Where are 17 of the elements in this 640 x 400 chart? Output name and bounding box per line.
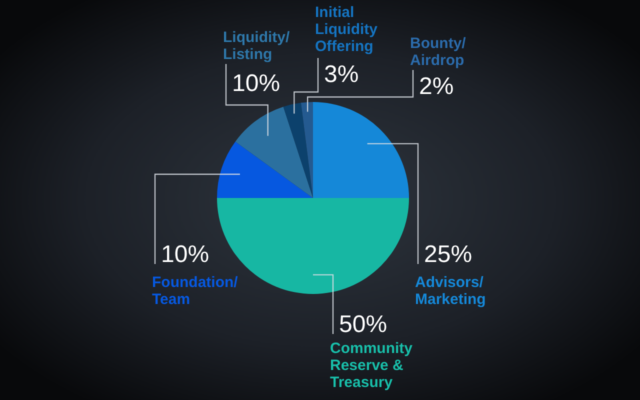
slice-label: Advisors/Marketing [415, 274, 486, 308]
pie-slice [283, 102, 313, 198]
data-label: 3% [324, 61, 359, 88]
pie-slice [300, 102, 313, 198]
data-label: 10% [161, 241, 210, 268]
data-label: 10% [232, 70, 280, 97]
slice-label: Community Reserve & Treasury [330, 340, 417, 391]
pie-slice [313, 102, 409, 198]
slice-label: Liquidity/Listing [223, 29, 290, 63]
pie-slice [235, 106, 313, 198]
slice-label: Foundation/Team [152, 274, 239, 308]
slice-label: Initial Liquidity Offering [315, 4, 382, 55]
pie-slice [217, 142, 313, 198]
slice-label: Bounty/Airdrop [410, 35, 467, 69]
data-label: 2% [419, 73, 454, 100]
data-label: 50% [339, 311, 388, 338]
data-label: 25% [424, 241, 472, 268]
